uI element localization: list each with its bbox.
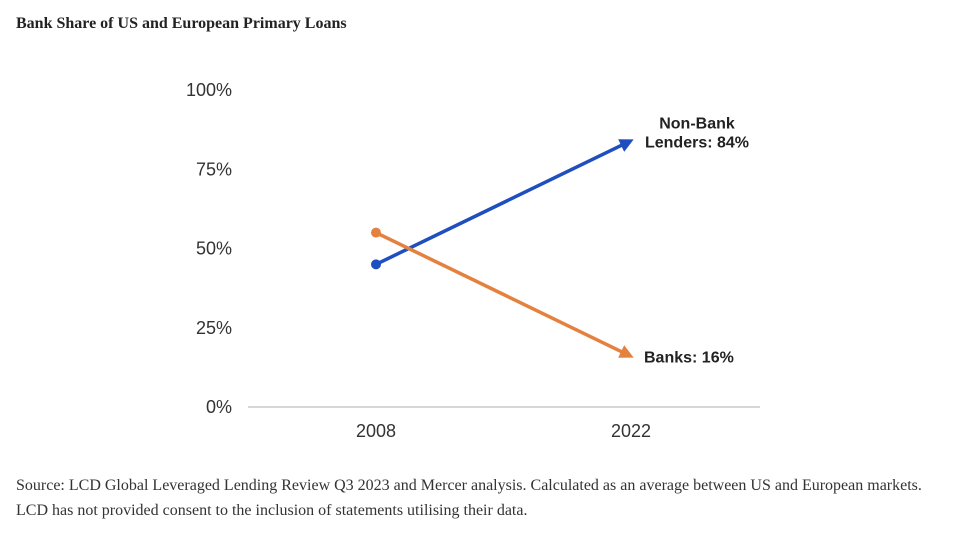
x-tick-label: 2022 [611, 421, 651, 441]
y-tick-label: 75% [196, 159, 232, 179]
x-axis: 2008 2022 [356, 421, 651, 441]
start-point [371, 259, 381, 270]
series-layer [371, 139, 634, 358]
series-line [375, 231, 634, 358]
series-end-label: Non-Bank Lenders: 84% [645, 116, 749, 152]
y-tick-label: 50% [196, 239, 232, 259]
y-tick-label: 100% [186, 80, 232, 100]
line-chart: 0% 25% 50% 75% 100% 2008 2022 Non-Bank Lenders… [186, 80, 760, 441]
x-tick-label: 2008 [356, 421, 396, 441]
source-note: Source: LCD Global Leveraged Lending Rev… [16, 477, 922, 519]
series-end-label: Banks: 16% [644, 349, 734, 366]
y-axis: 0% 25% 50% 75% 100% [186, 80, 232, 417]
y-tick-label: 0% [206, 397, 232, 417]
chart-title: Bank Share of US and European Primary Lo… [16, 15, 347, 32]
series-end-label-line: Lenders: 84% [645, 135, 749, 152]
start-point [371, 227, 381, 238]
y-tick-label: 25% [196, 318, 232, 338]
end-labels: Non-Bank Lenders: 84% Banks: 16% [644, 116, 749, 367]
series-non-bank-lenders [371, 139, 634, 270]
series-end-label-line: Non-Bank [659, 116, 735, 133]
series-line [375, 139, 634, 266]
series-end-label-line: Banks: 16% [644, 349, 734, 366]
series-banks [371, 227, 634, 358]
